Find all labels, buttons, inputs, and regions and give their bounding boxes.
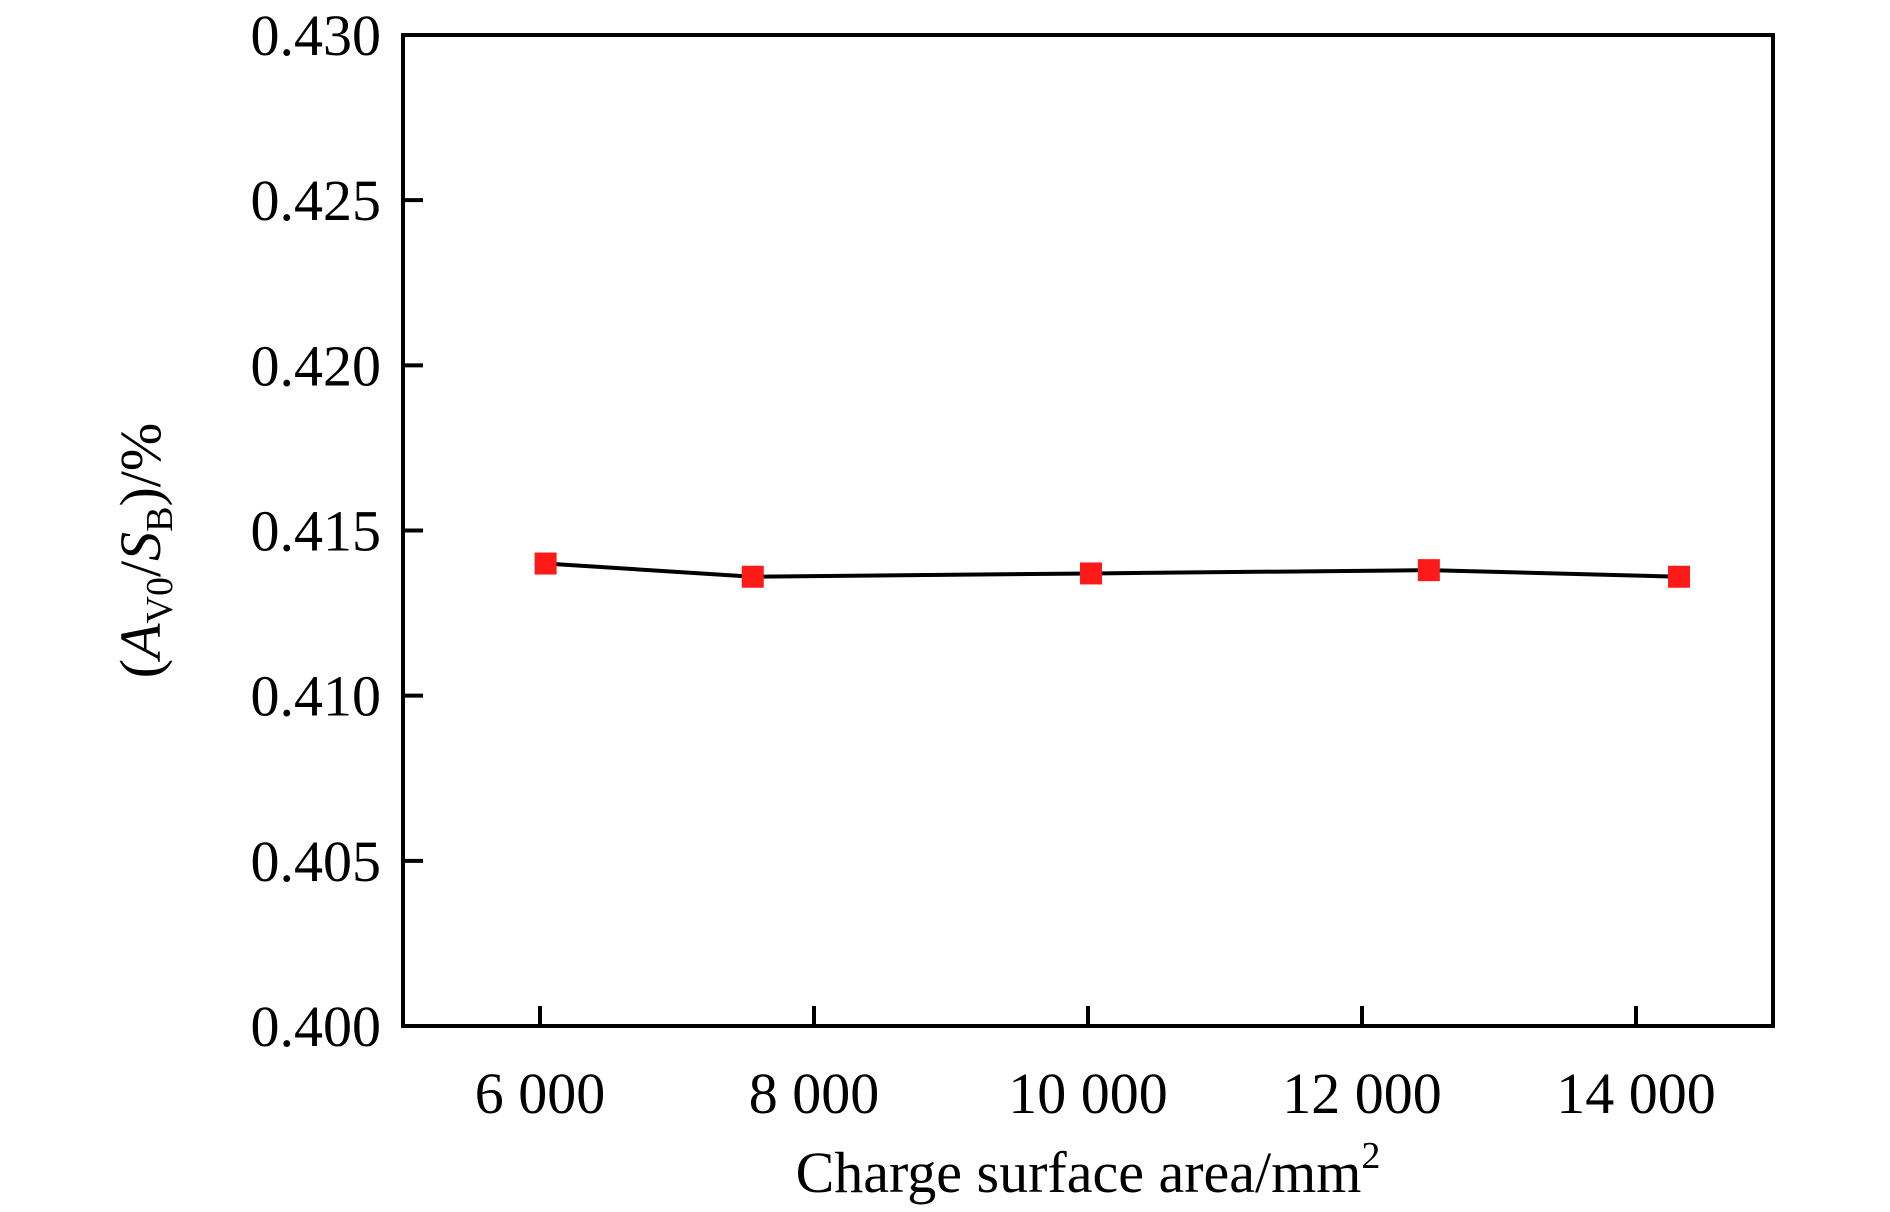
y-tick-label: 0.415 — [251, 499, 382, 564]
plot-frame — [401, 33, 1775, 1028]
y-tick-label: 0.430 — [251, 3, 382, 68]
y-title-var2: S — [108, 532, 173, 561]
y-tick-label: 0.405 — [251, 829, 382, 894]
y-title-sub1: V0 — [139, 577, 181, 623]
x-tick-label: 14 000 — [1556, 1061, 1716, 1126]
y-tick-label: 0.400 — [251, 994, 382, 1059]
y-title-var1: A — [108, 623, 173, 663]
data-point — [1417, 559, 1440, 582]
plot-area: 6 000 8 000 10 000 12 000 14 000 0.4000.4050… — [251, 3, 1775, 1126]
x-tick-label: 6 000 — [475, 1061, 606, 1126]
x-axis-title-text: Charge surface area/mm — [796, 1140, 1362, 1205]
y-tick-label: 0.410 — [251, 664, 382, 729]
y-title-close: )/% — [108, 423, 173, 507]
series-layer — [534, 552, 1691, 588]
x-tick-label: 10 000 — [1008, 1061, 1168, 1126]
x-tick-label: 8 000 — [749, 1061, 880, 1126]
data-point — [741, 565, 764, 588]
y-title-slash: / — [108, 560, 173, 577]
x-axis: 6 000 8 000 10 000 12 000 14 000 — [475, 1006, 1716, 1126]
x-tick-label: 12 000 — [1282, 1061, 1442, 1126]
y-axis-title: (AV0/SB)/% — [108, 423, 181, 678]
data-point — [1080, 562, 1103, 585]
y-tick-label: 0.425 — [251, 168, 382, 233]
y-tick-label: 0.420 — [251, 333, 382, 398]
data-point — [1668, 565, 1691, 588]
data-point — [534, 552, 557, 575]
x-axis-title: Charge surface area/mm2 — [796, 1135, 1381, 1205]
y-title-sub2: B — [139, 507, 181, 532]
y-title-open: ( — [108, 659, 173, 678]
y-axis: 0.400 0.405 0.410 0.415 0.420 0.425 0.430 — [251, 3, 423, 1059]
x-axis-title-superscript: 2 — [1361, 1135, 1380, 1177]
series-line — [545, 561, 1680, 579]
